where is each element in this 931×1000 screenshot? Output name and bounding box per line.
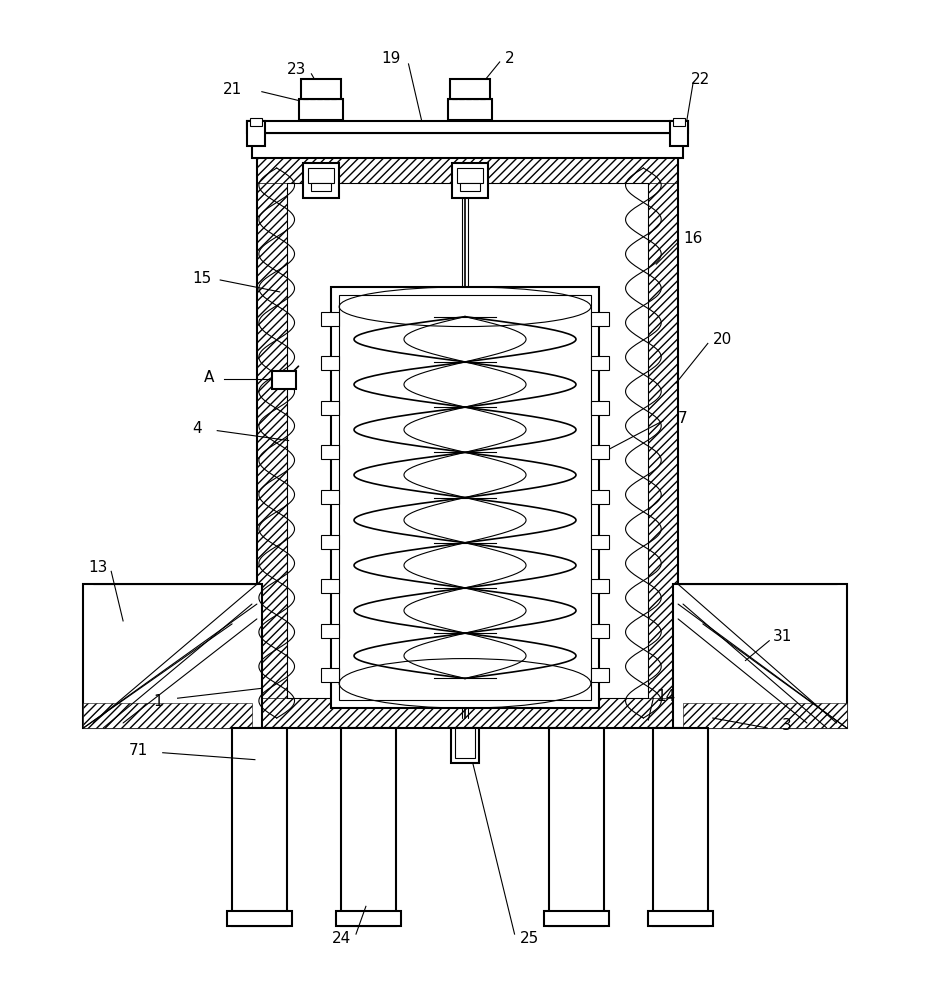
Text: 23: 23 <box>287 62 306 77</box>
Text: 2: 2 <box>505 51 515 66</box>
Bar <box>84 703 252 728</box>
Text: 31: 31 <box>773 629 792 644</box>
Bar <box>321 490 339 504</box>
Bar <box>341 728 396 926</box>
Bar <box>339 295 591 700</box>
Text: 19: 19 <box>381 51 400 66</box>
Bar <box>648 911 713 926</box>
Bar <box>473 79 478 99</box>
Text: 7: 7 <box>678 411 688 426</box>
Text: 71: 71 <box>128 743 148 758</box>
Bar <box>321 668 339 682</box>
Bar <box>321 312 339 326</box>
Bar <box>549 728 603 926</box>
Bar <box>324 79 330 99</box>
Text: 1: 1 <box>153 694 163 709</box>
Bar <box>591 579 609 593</box>
Bar <box>304 163 339 198</box>
Bar <box>670 121 688 146</box>
Text: 22: 22 <box>691 72 710 87</box>
Bar <box>321 535 339 549</box>
Bar <box>452 728 479 763</box>
Bar <box>257 148 287 728</box>
Bar <box>591 356 609 370</box>
Bar <box>272 371 295 389</box>
Bar <box>311 183 331 191</box>
Text: 25: 25 <box>519 931 539 946</box>
Text: 13: 13 <box>88 560 108 575</box>
Bar <box>479 79 485 99</box>
Bar <box>683 703 846 728</box>
Text: 21: 21 <box>223 82 242 97</box>
Bar <box>84 584 262 728</box>
Bar <box>331 287 599 708</box>
Text: 24: 24 <box>331 931 351 946</box>
Bar <box>459 79 464 99</box>
Bar <box>331 79 336 99</box>
Bar <box>455 728 475 758</box>
Bar <box>232 728 287 926</box>
Bar <box>466 79 471 99</box>
Bar <box>308 168 334 183</box>
Bar <box>321 445 339 459</box>
Text: A: A <box>204 370 214 385</box>
Bar <box>227 911 291 926</box>
Bar <box>257 698 678 728</box>
Bar <box>673 584 846 728</box>
Bar <box>250 118 262 126</box>
Bar <box>448 99 492 120</box>
Bar <box>321 356 339 370</box>
Text: 15: 15 <box>193 271 212 286</box>
Text: 14: 14 <box>656 689 676 704</box>
Bar <box>591 401 609 415</box>
Bar <box>452 79 457 99</box>
Bar <box>648 148 678 728</box>
Bar <box>545 911 609 926</box>
Bar <box>300 99 344 120</box>
Bar <box>321 624 339 638</box>
Bar <box>452 163 488 198</box>
Bar <box>302 79 341 99</box>
Text: 4: 4 <box>193 421 202 436</box>
Bar <box>591 624 609 638</box>
Bar <box>321 401 339 415</box>
Text: 16: 16 <box>683 231 703 246</box>
Bar <box>451 79 490 99</box>
Bar <box>591 445 609 459</box>
Bar <box>252 133 683 158</box>
Bar <box>460 183 479 191</box>
Bar <box>310 79 316 99</box>
Bar <box>321 579 339 593</box>
Bar <box>257 148 678 183</box>
Bar <box>591 312 609 326</box>
Text: 20: 20 <box>713 332 733 347</box>
Bar <box>247 121 688 133</box>
Bar <box>336 911 400 926</box>
Bar <box>654 728 708 926</box>
Bar <box>317 79 322 99</box>
Bar <box>591 490 609 504</box>
Bar <box>252 133 683 158</box>
Text: 3: 3 <box>782 718 792 733</box>
Bar <box>304 79 308 99</box>
Bar <box>591 668 609 682</box>
Bar <box>247 121 264 146</box>
Bar <box>673 118 685 126</box>
Bar <box>591 535 609 549</box>
Bar <box>457 168 483 183</box>
